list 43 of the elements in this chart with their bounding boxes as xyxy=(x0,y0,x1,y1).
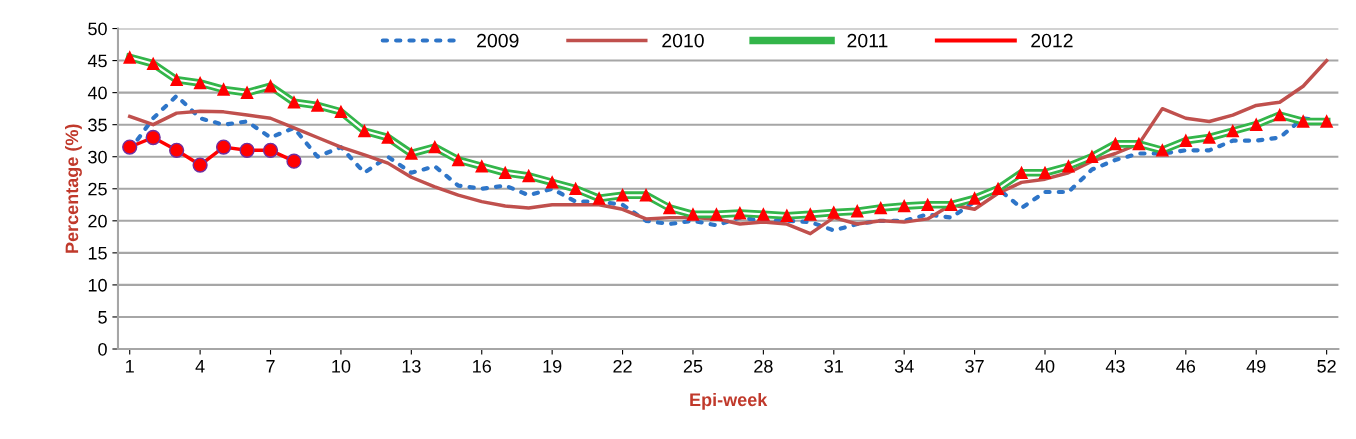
point xyxy=(192,157,208,173)
x-tick-label: 43 xyxy=(1105,359,1125,373)
x-tick-label: 1 xyxy=(126,360,134,373)
y-tick-label: 45 xyxy=(87,54,107,68)
x-tick-label: 16 xyxy=(473,359,491,373)
point xyxy=(169,142,185,158)
y-tick-label: 50 xyxy=(88,22,107,36)
point xyxy=(122,139,138,155)
x-tick-label: 40 xyxy=(1035,359,1055,373)
y-tick-label: 25 xyxy=(88,182,107,196)
x-tick-label: 13 xyxy=(402,359,421,373)
y-tick-label: 35 xyxy=(88,118,107,132)
legend-label: 2010 xyxy=(662,33,704,48)
point xyxy=(239,142,255,158)
point xyxy=(262,142,279,158)
y-tick-label: 10 xyxy=(88,278,107,292)
y-tick-label: 5 xyxy=(98,311,107,324)
x-tick-label: 49 xyxy=(1246,359,1266,373)
x-tick-label: 4 xyxy=(195,360,205,373)
x-tick-label: 19 xyxy=(543,359,562,373)
legend-label: 2012 xyxy=(1031,33,1073,48)
x-tick-label: 46 xyxy=(1176,359,1196,373)
x-tick-label: 37 xyxy=(965,359,984,373)
y-tick-label: 0 xyxy=(98,342,107,356)
y-axis-title: Percentage (%) xyxy=(65,124,82,253)
point xyxy=(145,129,161,146)
y-tick-label: 40 xyxy=(87,86,107,100)
x-tick-label: 34 xyxy=(894,359,914,373)
y-tick-label: 15 xyxy=(88,246,107,260)
x-tick-label: 22 xyxy=(613,359,632,373)
x-axis-title: Epi-week xyxy=(690,392,768,410)
x-tick-label: 52 xyxy=(1317,359,1336,373)
y-tick-label: 30 xyxy=(88,150,107,164)
legend-label: 2009 xyxy=(477,33,519,48)
x-tick-label: 28 xyxy=(754,359,773,373)
x-tick-label: 7 xyxy=(266,360,275,373)
x-tick-label: 31 xyxy=(824,359,843,373)
x-tick-label: 25 xyxy=(683,359,703,373)
point xyxy=(286,153,302,169)
legend-label: 2011 xyxy=(847,33,888,48)
x-tick-label: 10 xyxy=(332,359,351,373)
y-tick-label: 20 xyxy=(88,214,107,228)
point xyxy=(215,139,232,155)
